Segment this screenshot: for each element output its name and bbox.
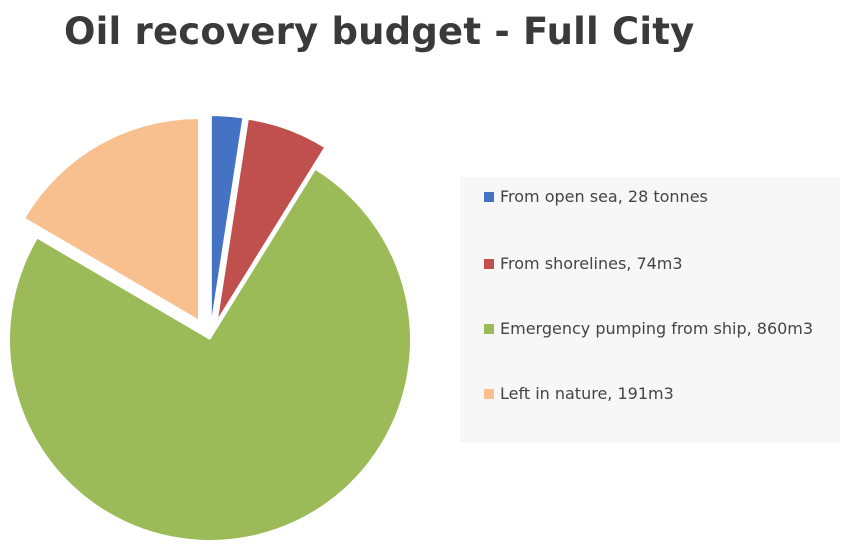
legend-item-emergency-pumping: Emergency pumping from ship, 860m3 (484, 317, 832, 341)
pie-slice-left-in-nature (25, 119, 199, 320)
legend-item-open-sea: From open sea, 28 tonnes (484, 185, 832, 209)
legend-item-shorelines: From shorelines, 74m3 (484, 252, 832, 276)
legend-swatch-open-sea (484, 192, 494, 202)
pie-slice-shorelines (218, 119, 324, 318)
legend-item-left-in-nature: Left in nature, 191m3 (484, 382, 832, 406)
pie-slice-open-sea (211, 116, 243, 317)
chart-title: Oil recovery budget - Full City (64, 10, 695, 53)
legend-swatch-emergency-pumping (484, 324, 494, 334)
legend-swatch-shorelines (484, 259, 494, 269)
legend-label-left-in-nature: Left in nature, 191m3 (500, 384, 674, 403)
legend-label-shorelines: From shorelines, 74m3 (500, 254, 683, 273)
legend-swatch-left-in-nature (484, 389, 494, 399)
pie-slice-emergency-pumping (9, 170, 410, 541)
legend-label-open-sea: From open sea, 28 tonnes (500, 187, 708, 206)
legend: From open sea, 28 tonnes From shorelines… (460, 177, 840, 442)
legend-label-emergency-pumping: Emergency pumping from ship, 860m3 (500, 319, 814, 338)
